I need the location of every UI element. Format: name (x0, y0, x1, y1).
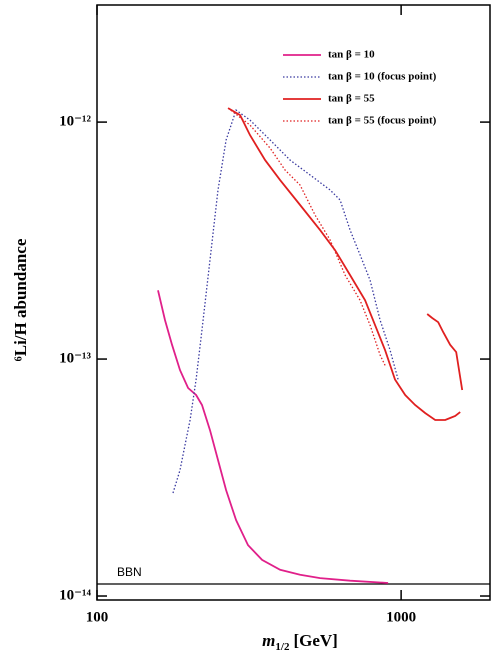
series-line (227, 107, 386, 366)
legend-label: tan β = 10 (focus point) (328, 71, 437, 83)
y-tick-label: 10⁻¹³ (59, 350, 91, 366)
reference-label: BBN (117, 565, 142, 579)
x-label-unit: [GeV] (293, 631, 337, 650)
y-axis-label: ⁶Li/H abundance (11, 238, 30, 361)
y-tick-label: 10⁻¹² (59, 114, 91, 130)
y-tick-label: 10⁻¹⁴ (59, 587, 91, 603)
x-label-subscript: 1/2 (275, 641, 290, 653)
x-tick-label: 1000 (386, 609, 416, 625)
x-tick-label: 100 (86, 609, 109, 625)
legend-label: tan β = 55 (focus point) (328, 115, 437, 127)
legend-label: tan β = 55 (328, 93, 375, 105)
plot-frame (96, 4, 491, 601)
x-label-symbol: m (262, 631, 275, 650)
series-line (157, 290, 389, 584)
series-line (172, 109, 399, 494)
x-axis-label: m1/2 [GeV] (262, 631, 338, 653)
series-line (227, 107, 464, 421)
legend-label: tan β = 10 (328, 49, 375, 61)
